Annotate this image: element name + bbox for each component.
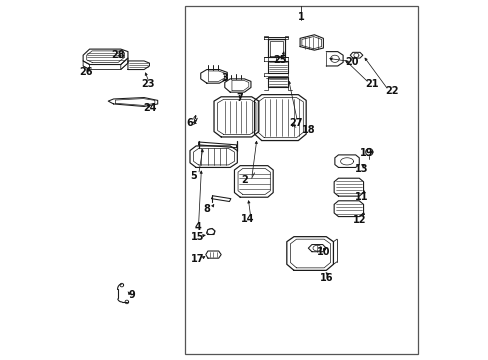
Text: 6: 6 — [186, 118, 193, 128]
Text: 7: 7 — [236, 93, 243, 103]
Text: 21: 21 — [365, 79, 378, 89]
Text: 25: 25 — [273, 55, 286, 65]
Text: 2: 2 — [241, 175, 247, 185]
Text: 1: 1 — [297, 12, 304, 22]
Text: 26: 26 — [79, 67, 93, 77]
Bar — [185, 6, 418, 354]
Text: 3: 3 — [221, 73, 228, 83]
Text: 23: 23 — [142, 79, 155, 89]
Text: 15: 15 — [190, 232, 204, 242]
Text: 22: 22 — [384, 86, 397, 96]
Text: 16: 16 — [319, 273, 333, 283]
Text: 10: 10 — [316, 247, 330, 257]
Text: 9: 9 — [128, 290, 135, 300]
Text: 28: 28 — [111, 50, 125, 60]
Text: 27: 27 — [289, 118, 303, 128]
Text: 13: 13 — [354, 164, 367, 174]
Text: 4: 4 — [194, 222, 201, 231]
Text: 5: 5 — [190, 171, 197, 181]
Text: 12: 12 — [352, 215, 366, 225]
Text: 14: 14 — [241, 215, 254, 224]
Text: 18: 18 — [301, 125, 314, 135]
Text: 24: 24 — [143, 103, 156, 113]
Text: 11: 11 — [354, 192, 367, 202]
Text: 20: 20 — [345, 57, 358, 67]
Text: 19: 19 — [359, 148, 373, 158]
Text: 8: 8 — [203, 204, 210, 214]
Text: 17: 17 — [190, 254, 204, 264]
